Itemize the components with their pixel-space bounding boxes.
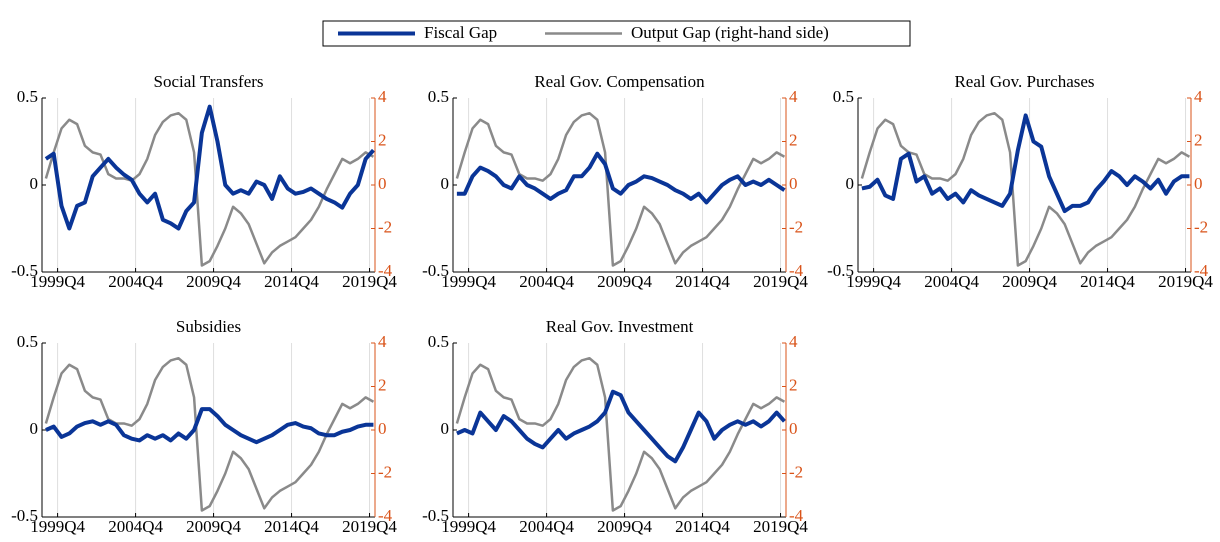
x-tick-label: 2019Q4: [753, 272, 808, 291]
x-tick-label: 2009Q4: [597, 517, 652, 536]
series-line: [456, 389, 786, 464]
x-tick-label: 2019Q4: [1158, 272, 1213, 291]
x-tick-label: 2019Q4: [753, 517, 808, 536]
x-tick-label: 1999Q4: [30, 272, 85, 291]
panel-title: Real Gov. Purchases: [954, 72, 1094, 91]
y2-tick-label: -4: [378, 261, 393, 280]
y-tick-label: 0: [30, 174, 39, 193]
panel-title: Real Gov. Investment: [546, 317, 694, 336]
y2-tick-label: 4: [1194, 87, 1203, 106]
series-line: [455, 111, 786, 267]
x-tick-label: 2019Q4: [342, 272, 397, 291]
series-line: [456, 151, 786, 205]
y2-tick-label: 0: [378, 174, 387, 193]
x-tick-label: 2014Q4: [675, 272, 730, 291]
x-tick-label: 2004Q4: [924, 272, 979, 291]
y2-tick-label: 0: [789, 174, 798, 193]
series-line: [455, 356, 786, 512]
y2-tick-label: 2: [378, 130, 387, 149]
y2-tick-label: 4: [378, 87, 387, 106]
series-line: [44, 111, 375, 267]
y-tick-label: 0: [441, 174, 450, 193]
panel-title: Real Gov. Compensation: [534, 72, 705, 91]
y-tick-label: -0.5: [11, 506, 38, 525]
y2-tick-label: 0: [378, 419, 387, 438]
y2-tick-label: 0: [1194, 174, 1203, 193]
y-tick-label: 0.5: [833, 87, 854, 106]
y2-tick-label: 2: [378, 375, 387, 394]
x-tick-label: 1999Q4: [441, 272, 496, 291]
x-tick-label: 2009Q4: [186, 272, 241, 291]
y2-tick-label: -2: [1194, 217, 1208, 236]
y-tick-label: 0: [30, 419, 39, 438]
series-line: [45, 407, 374, 445]
y2-tick-label: 2: [789, 375, 798, 394]
x-tick-label: 2014Q4: [264, 272, 319, 291]
x-tick-label: 2009Q4: [1002, 272, 1057, 291]
y-tick-label: 0.5: [428, 87, 449, 106]
x-tick-label: 2004Q4: [108, 517, 163, 536]
x-tick-label: 2014Q4: [1080, 272, 1135, 291]
y2-tick-label: -2: [789, 462, 803, 481]
y2-tick-label: -4: [789, 261, 804, 280]
y-tick-label: -0.5: [422, 506, 449, 525]
y2-tick-label: 4: [789, 332, 798, 351]
y2-tick-label: -2: [789, 217, 803, 236]
x-tick-label: 1999Q4: [441, 517, 496, 536]
x-tick-label: 2004Q4: [519, 517, 574, 536]
y2-tick-label: 2: [1194, 130, 1203, 149]
series-line: [44, 356, 375, 512]
x-tick-label: 2004Q4: [519, 272, 574, 291]
y-tick-label: 0.5: [17, 87, 38, 106]
series-line: [861, 113, 1190, 214]
x-tick-label: 1999Q4: [846, 272, 901, 291]
y2-tick-label: -4: [789, 506, 804, 525]
legend-label: Fiscal Gap: [424, 23, 497, 42]
y2-tick-label: -2: [378, 462, 392, 481]
series-line: [860, 111, 1191, 267]
y2-tick-label: 4: [789, 87, 798, 106]
y-tick-label: -0.5: [422, 261, 449, 280]
x-tick-label: 2019Q4: [342, 517, 397, 536]
panel-title: Subsidies: [176, 317, 241, 336]
y-tick-label: 0: [441, 419, 450, 438]
y2-tick-label: 0: [789, 419, 798, 438]
panel-title: Social Transfers: [153, 72, 263, 91]
y-tick-label: 0.5: [17, 332, 38, 351]
y2-tick-label: 2: [789, 130, 798, 149]
legend-label: Output Gap (right-hand side): [631, 23, 829, 42]
y-tick-label: 0.5: [428, 332, 449, 351]
y-tick-label: -0.5: [827, 261, 854, 280]
x-tick-label: 2014Q4: [675, 517, 730, 536]
x-tick-label: 2004Q4: [108, 272, 163, 291]
x-tick-label: 1999Q4: [30, 517, 85, 536]
y-tick-label: 0: [846, 174, 855, 193]
y2-tick-label: -4: [1194, 261, 1209, 280]
y2-tick-label: 4: [378, 332, 387, 351]
y2-tick-label: -4: [378, 506, 393, 525]
y2-tick-label: -2: [378, 217, 392, 236]
x-tick-label: 2009Q4: [597, 272, 652, 291]
x-tick-label: 2014Q4: [264, 517, 319, 536]
x-tick-label: 2009Q4: [186, 517, 241, 536]
series-line: [44, 104, 375, 231]
y-tick-label: -0.5: [11, 261, 38, 280]
